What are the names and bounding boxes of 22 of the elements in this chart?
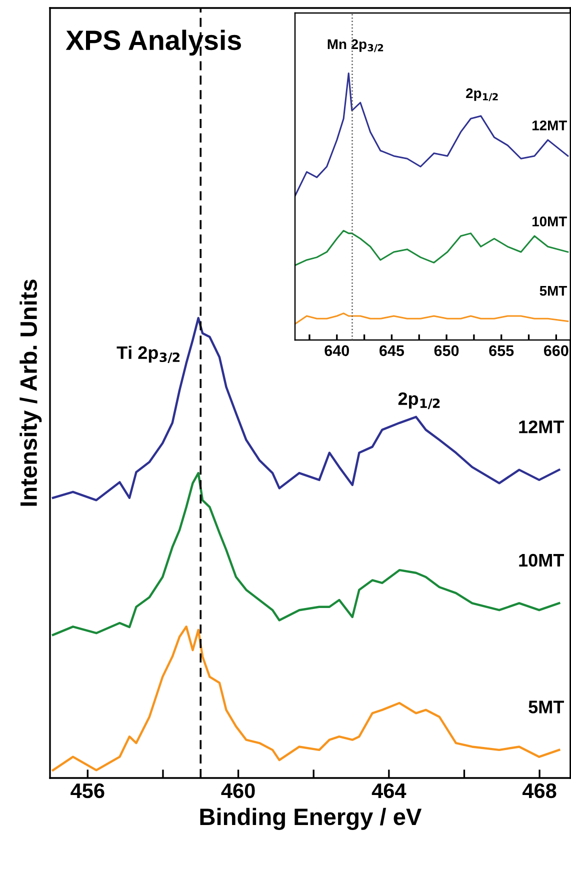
series-label: 10MT — [532, 216, 567, 226]
series-label: 12MT — [532, 120, 567, 130]
series-label: 5MT — [528, 700, 564, 714]
x-axis-title: Binding Energy / eV — [200, 808, 422, 830]
annotation: 2p$_{1/2}$ — [398, 392, 440, 410]
x-tick-label: 645 — [380, 345, 404, 356]
x-tick-label: 660 — [544, 345, 568, 356]
chart-title: XPS Analysis — [66, 30, 241, 56]
x-tick-label: 464 — [372, 783, 406, 798]
x-tick-label: 655 — [489, 345, 514, 356]
text: 10MT — [519, 554, 564, 567]
x-tick-label: 456 — [70, 783, 104, 798]
series-label: 5MT — [540, 286, 567, 296]
y-axis-title: Intensity / Arb. Units — [20, 280, 42, 506]
annotation: Ti 2p$_{3/2}$ — [116, 346, 180, 364]
text: Mn 2p$_{3/2}$ — [328, 39, 384, 52]
x-tick-label: 468 — [522, 783, 556, 798]
text: 12MT — [519, 420, 564, 434]
annotation: 2p$_{1/2}$ — [466, 88, 498, 102]
x-tick-label: 640 — [324, 345, 350, 356]
x-tick-label: 460 — [221, 783, 255, 798]
x-tick-label: 650 — [434, 345, 459, 356]
